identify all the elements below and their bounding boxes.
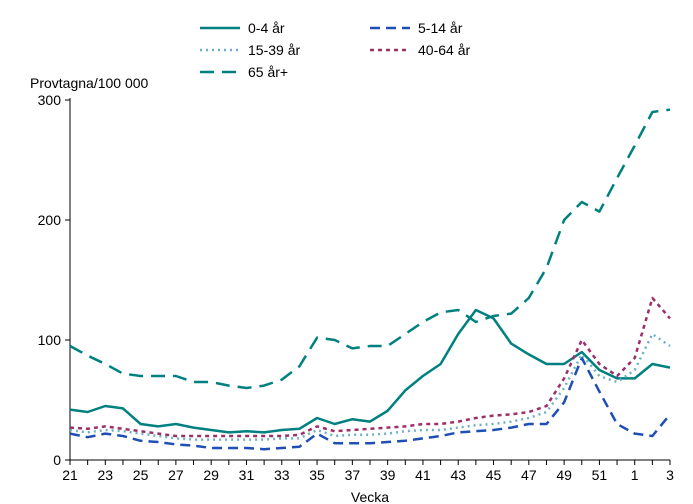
x-tick-label: 37 [345,467,361,483]
x-tick-label: 1 [631,467,639,483]
x-tick-label: 25 [133,467,149,483]
x-tick-label: 23 [98,467,114,483]
x-tick-label: 27 [168,467,184,483]
x-tick-label: 43 [450,467,466,483]
legend-label-s0: 0-4 år [248,20,285,36]
legend-label-s1: 5-14 år [418,20,463,36]
chart-container: 0100200300212325272931333537394143454749… [0,0,693,504]
legend-label-s4: 65 år+ [248,64,288,80]
x-tick-label: 45 [486,467,502,483]
legend-label-s2: 15-39 år [248,42,300,58]
x-tick-label: 35 [309,467,325,483]
x-tick-label: 41 [415,467,431,483]
x-tick-label: 47 [521,467,537,483]
x-tick-label: 49 [556,467,572,483]
y-tick-label: 100 [38,332,62,348]
legend-label-s3: 40-64 år [418,42,470,58]
x-tick-label: 33 [274,467,290,483]
y-tick-label: 200 [38,212,62,228]
x-tick-label: 31 [239,467,255,483]
y-axis-title: Provtagna/100 000 [30,75,149,91]
line-chart: 0100200300212325272931333537394143454749… [0,0,693,504]
x-axis-title: Vecka [351,489,389,504]
x-tick-label: 51 [592,467,608,483]
x-tick-label: 29 [203,467,219,483]
x-tick-label: 21 [62,467,78,483]
x-tick-label: 39 [380,467,396,483]
x-tick-label: 3 [666,467,674,483]
y-tick-label: 300 [38,92,62,108]
y-tick-label: 0 [53,452,61,468]
